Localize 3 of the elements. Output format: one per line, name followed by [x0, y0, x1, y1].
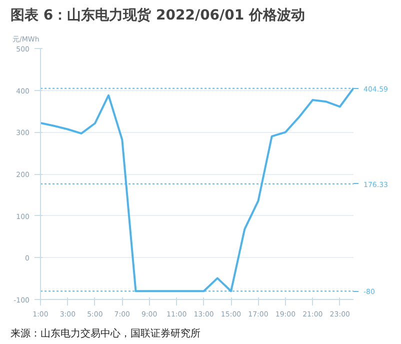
source-note: 来源：山东电力交易中心，国联证券研究所: [10, 328, 200, 340]
chart-title: 图表 6：山东电力现货 2022/06/01 价格波动: [10, 6, 306, 24]
line-series: [40, 87, 354, 292]
